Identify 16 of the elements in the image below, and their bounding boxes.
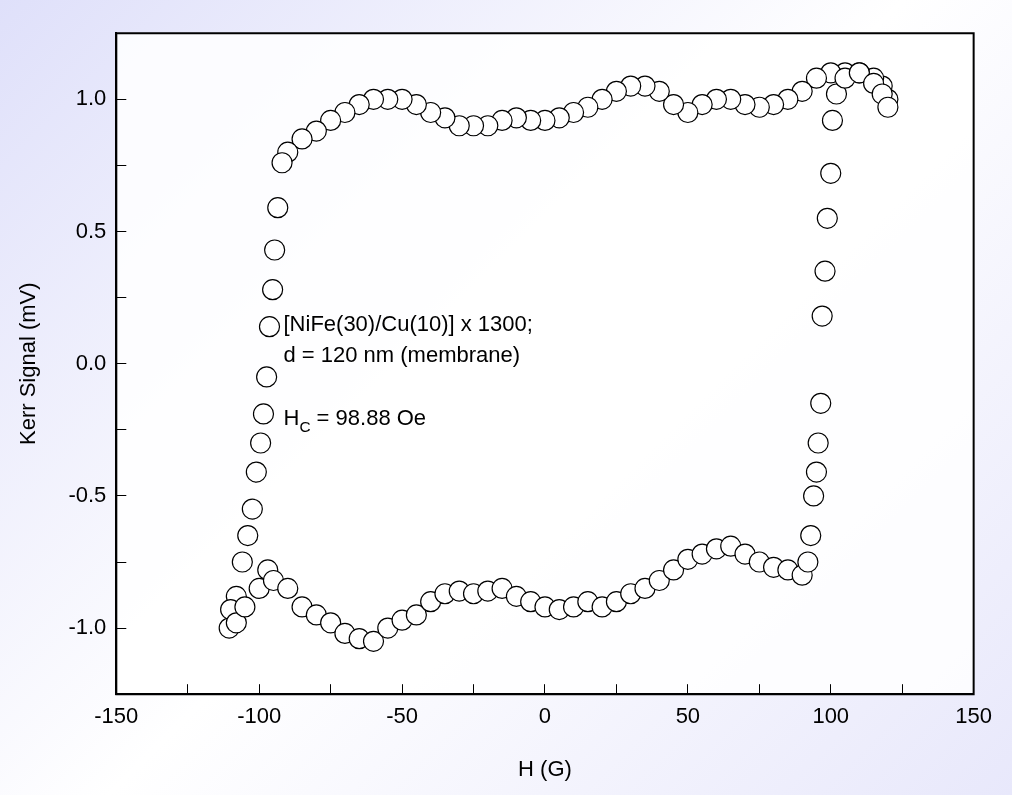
y-tick-label: -0.5 bbox=[68, 481, 107, 507]
x-tick-label: 0 bbox=[538, 703, 552, 729]
x-tick-label: 100 bbox=[812, 703, 850, 729]
y-tick-label: 0.5 bbox=[75, 217, 107, 243]
y-tick-label: -1.0 bbox=[68, 614, 107, 640]
x-axis-title: H (G) bbox=[518, 755, 572, 781]
x-tick-label: -50 bbox=[386, 703, 418, 729]
y-axis-title: Kerr Signal (mV) bbox=[15, 282, 41, 445]
y-tick-label: 1.0 bbox=[75, 85, 107, 111]
x-tick-label: 50 bbox=[675, 703, 701, 729]
annotation: d = 120 nm (membrane) bbox=[283, 342, 521, 368]
x-tick-label: 150 bbox=[955, 703, 993, 729]
x-tick-label: -150 bbox=[94, 703, 139, 729]
y-tick-label: 0.0 bbox=[75, 349, 107, 375]
x-tick-label: -100 bbox=[237, 703, 282, 729]
annotation: [NiFe(30)/Cu(10)] x 1300; bbox=[283, 310, 533, 336]
